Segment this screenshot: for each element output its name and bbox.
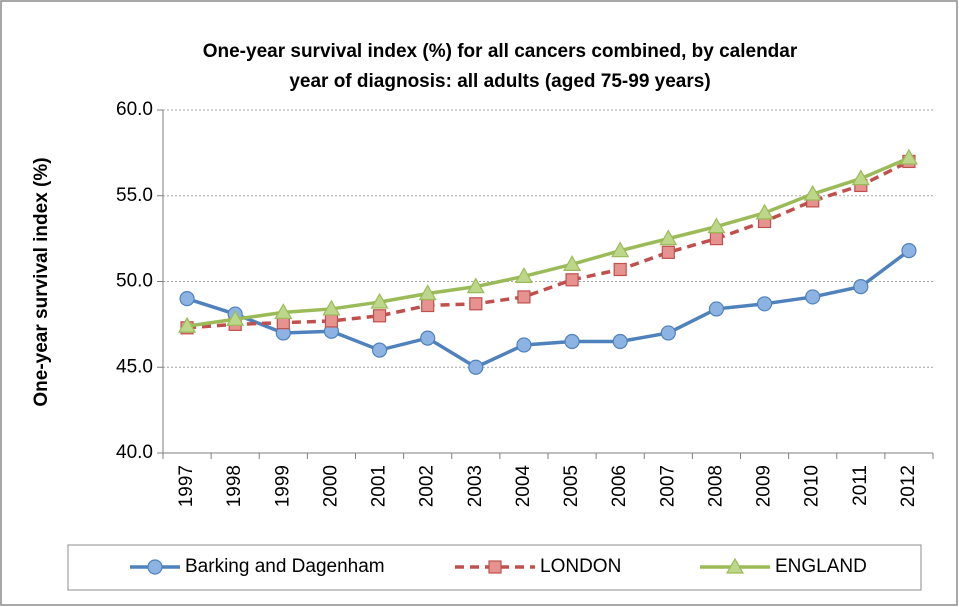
data-point bbox=[611, 241, 630, 258]
data-point bbox=[707, 217, 726, 234]
legend-label: LONDON bbox=[540, 556, 621, 577]
x-tick-label: 2009 bbox=[754, 465, 775, 507]
data-point bbox=[226, 310, 245, 326]
data-point bbox=[853, 279, 869, 295]
data-point bbox=[517, 290, 531, 304]
legend-marker bbox=[147, 559, 163, 575]
data-point bbox=[612, 333, 628, 350]
data-point bbox=[659, 229, 678, 246]
data-point bbox=[563, 255, 582, 271]
data-point bbox=[901, 243, 917, 259]
data-point bbox=[565, 273, 579, 287]
chart-title: year of diagnosis: all adults (aged 75-9… bbox=[289, 71, 710, 92]
data-point bbox=[661, 245, 675, 259]
x-tick-label: 2006 bbox=[609, 465, 630, 507]
x-tick-label: 2004 bbox=[513, 465, 534, 508]
y-tick-label: 50.0 bbox=[116, 271, 153, 292]
data-point bbox=[370, 292, 389, 309]
legend-box bbox=[67, 544, 922, 591]
data-point bbox=[466, 277, 485, 294]
data-point bbox=[564, 333, 580, 350]
data-point bbox=[274, 303, 293, 319]
y-tick-label: 60.0 bbox=[116, 99, 153, 120]
data-point bbox=[322, 299, 341, 316]
data-point bbox=[516, 337, 532, 353]
data-point bbox=[179, 291, 195, 307]
x-tick-label: 2011 bbox=[850, 465, 871, 506]
data-point bbox=[514, 267, 533, 283]
x-tick-label: 2012 bbox=[898, 465, 919, 507]
legend-marker bbox=[725, 557, 745, 574]
data-point bbox=[805, 289, 821, 305]
x-tick-label: 2001 bbox=[369, 465, 390, 507]
x-tick-label: 2010 bbox=[802, 465, 823, 507]
series-line bbox=[186, 156, 910, 328]
x-tick-label: 2008 bbox=[705, 465, 726, 507]
data-point bbox=[420, 330, 436, 346]
series-line bbox=[186, 159, 910, 330]
x-tick-label: 1999 bbox=[272, 465, 293, 507]
data-point bbox=[756, 296, 773, 312]
data-point bbox=[660, 325, 676, 341]
y-axis-label: One-year survival index (%) bbox=[31, 157, 52, 406]
legend-marker bbox=[488, 560, 502, 574]
data-point bbox=[613, 262, 627, 277]
data-point bbox=[851, 169, 870, 186]
data-point bbox=[755, 203, 774, 220]
x-tick-label: 1998 bbox=[224, 465, 245, 507]
x-tick-label: 1997 bbox=[176, 465, 197, 507]
x-tick-label: 2003 bbox=[465, 465, 486, 507]
legend-label: Barking and Dagenham bbox=[185, 556, 385, 577]
data-point bbox=[421, 298, 435, 313]
data-point bbox=[899, 148, 918, 165]
series-line bbox=[186, 249, 910, 370]
x-tick-label: 2005 bbox=[561, 465, 582, 507]
data-point bbox=[372, 309, 387, 323]
x-tick-label: 2007 bbox=[657, 465, 678, 507]
y-tick-label: 45.0 bbox=[116, 356, 153, 377]
x-tick-label: 2000 bbox=[320, 465, 341, 507]
data-point bbox=[469, 297, 483, 311]
data-point bbox=[803, 184, 822, 201]
data-point bbox=[468, 359, 484, 375]
data-point bbox=[371, 342, 388, 358]
legend-label: ENGLAND bbox=[775, 556, 867, 577]
data-point bbox=[708, 301, 725, 317]
data-point bbox=[418, 284, 437, 301]
data-point bbox=[178, 316, 197, 333]
y-tick-label: 55.0 bbox=[116, 185, 153, 206]
data-point bbox=[709, 232, 724, 246]
y-tick-label: 40.0 bbox=[116, 442, 153, 463]
x-tick-label: 2002 bbox=[417, 465, 438, 507]
chart-title: One-year survival index (%) for all canc… bbox=[203, 41, 798, 62]
data-point bbox=[324, 314, 339, 328]
